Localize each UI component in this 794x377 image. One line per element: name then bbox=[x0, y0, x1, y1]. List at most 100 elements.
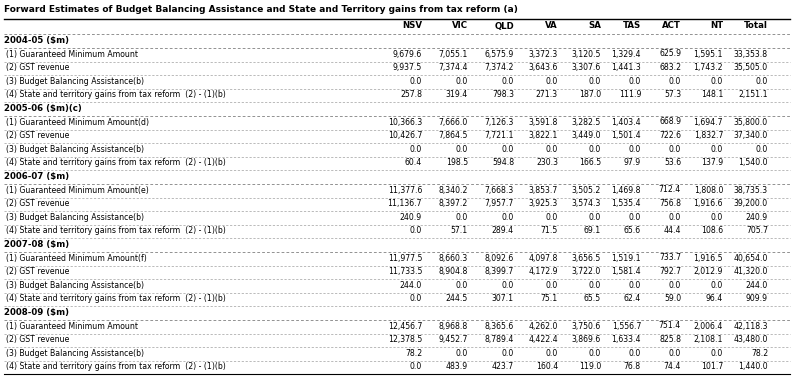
Text: 3,750.6: 3,750.6 bbox=[572, 322, 601, 331]
Text: 7,126.3: 7,126.3 bbox=[484, 118, 514, 127]
Text: 0.0: 0.0 bbox=[410, 144, 422, 153]
Text: (1) Guaranteed Minimum Amount: (1) Guaranteed Minimum Amount bbox=[6, 322, 138, 331]
Text: 198.5: 198.5 bbox=[446, 158, 468, 167]
Text: 12,456.7: 12,456.7 bbox=[387, 322, 422, 331]
Text: NSV: NSV bbox=[402, 21, 422, 31]
Text: 97.9: 97.9 bbox=[624, 158, 641, 167]
Text: 11,136.7: 11,136.7 bbox=[387, 199, 422, 208]
Text: 3,853.7: 3,853.7 bbox=[529, 185, 558, 195]
Text: 0.0: 0.0 bbox=[629, 348, 641, 357]
Text: 7,864.5: 7,864.5 bbox=[438, 131, 468, 140]
Text: 1,403.4: 1,403.4 bbox=[611, 118, 641, 127]
Text: 78.2: 78.2 bbox=[405, 348, 422, 357]
Text: 792.7: 792.7 bbox=[659, 267, 681, 276]
Text: ACT: ACT bbox=[662, 21, 681, 31]
Text: 0.0: 0.0 bbox=[629, 144, 641, 153]
Text: 0.0: 0.0 bbox=[588, 213, 601, 222]
Text: 0.0: 0.0 bbox=[410, 362, 422, 371]
Text: 0.0: 0.0 bbox=[711, 280, 723, 290]
Text: 7,666.0: 7,666.0 bbox=[439, 118, 468, 127]
Text: 0.0: 0.0 bbox=[588, 77, 601, 86]
Text: 733.7: 733.7 bbox=[659, 253, 681, 262]
Text: 1,556.7: 1,556.7 bbox=[611, 322, 641, 331]
Text: 7,668.3: 7,668.3 bbox=[485, 185, 514, 195]
Text: 1,469.8: 1,469.8 bbox=[611, 185, 641, 195]
Text: 1,535.4: 1,535.4 bbox=[611, 199, 641, 208]
Text: 0.0: 0.0 bbox=[588, 144, 601, 153]
Text: 0.0: 0.0 bbox=[502, 280, 514, 290]
Text: 1,440.0: 1,440.0 bbox=[738, 362, 768, 371]
Text: 57.1: 57.1 bbox=[451, 226, 468, 235]
Text: 7,055.1: 7,055.1 bbox=[438, 49, 468, 58]
Text: (2) GST revenue: (2) GST revenue bbox=[6, 199, 69, 208]
Text: 1,581.4: 1,581.4 bbox=[611, 267, 641, 276]
Text: (4) State and territory gains from tax reform  (2) - (1)(b): (4) State and territory gains from tax r… bbox=[6, 294, 225, 303]
Text: 3,869.6: 3,869.6 bbox=[572, 335, 601, 344]
Text: 271.3: 271.3 bbox=[536, 90, 558, 99]
Text: 111.9: 111.9 bbox=[619, 90, 641, 99]
Text: 0.0: 0.0 bbox=[456, 144, 468, 153]
Text: 4,097.8: 4,097.8 bbox=[529, 253, 558, 262]
Text: 3,822.1: 3,822.1 bbox=[529, 131, 558, 140]
Text: 319.4: 319.4 bbox=[445, 90, 468, 99]
Text: 1,441.3: 1,441.3 bbox=[611, 63, 641, 72]
Text: (3) Budget Balancing Assistance(b): (3) Budget Balancing Assistance(b) bbox=[6, 280, 144, 290]
Text: 78.2: 78.2 bbox=[751, 348, 768, 357]
Text: 8,968.8: 8,968.8 bbox=[439, 322, 468, 331]
Text: 1,540.0: 1,540.0 bbox=[738, 158, 768, 167]
Text: 148.1: 148.1 bbox=[700, 90, 723, 99]
Text: 65.6: 65.6 bbox=[624, 226, 641, 235]
Text: 0.0: 0.0 bbox=[545, 77, 558, 86]
Text: 0.0: 0.0 bbox=[456, 280, 468, 290]
Text: NT: NT bbox=[710, 21, 723, 31]
Text: 2,006.4: 2,006.4 bbox=[694, 322, 723, 331]
Text: 712.4: 712.4 bbox=[659, 185, 681, 195]
Text: 3,574.3: 3,574.3 bbox=[572, 199, 601, 208]
Text: 2005-06 ($m)(c): 2005-06 ($m)(c) bbox=[4, 104, 82, 112]
Text: 909.9: 909.9 bbox=[746, 294, 768, 303]
Text: 0.0: 0.0 bbox=[456, 348, 468, 357]
Text: Forward Estimates of Budget Balancing Assistance and State and Territory gains f: Forward Estimates of Budget Balancing As… bbox=[4, 5, 518, 14]
Text: 2,108.1: 2,108.1 bbox=[693, 335, 723, 344]
Text: 0.0: 0.0 bbox=[502, 77, 514, 86]
Text: 75.1: 75.1 bbox=[541, 294, 558, 303]
Text: 187.0: 187.0 bbox=[579, 90, 601, 99]
Text: 0.0: 0.0 bbox=[669, 213, 681, 222]
Text: (2) GST revenue: (2) GST revenue bbox=[6, 63, 69, 72]
Text: 3,643.6: 3,643.6 bbox=[529, 63, 558, 72]
Text: (1) Guaranteed Minimum Amount(d): (1) Guaranteed Minimum Amount(d) bbox=[6, 118, 149, 127]
Text: 160.4: 160.4 bbox=[536, 362, 558, 371]
Text: 2008-09 ($m): 2008-09 ($m) bbox=[4, 308, 69, 317]
Text: Total: Total bbox=[744, 21, 768, 31]
Text: 0.0: 0.0 bbox=[502, 144, 514, 153]
Text: 0.0: 0.0 bbox=[756, 144, 768, 153]
Text: 101.7: 101.7 bbox=[701, 362, 723, 371]
Text: 6,575.9: 6,575.9 bbox=[485, 49, 514, 58]
Text: 10,366.3: 10,366.3 bbox=[387, 118, 422, 127]
Text: 423.7: 423.7 bbox=[491, 362, 514, 371]
Text: 825.8: 825.8 bbox=[659, 335, 681, 344]
Text: 8,365.6: 8,365.6 bbox=[485, 322, 514, 331]
Text: 37,340.0: 37,340.0 bbox=[734, 131, 768, 140]
Text: 0.0: 0.0 bbox=[588, 280, 601, 290]
Text: 307.1: 307.1 bbox=[491, 294, 514, 303]
Text: 74.4: 74.4 bbox=[664, 362, 681, 371]
Text: 12,378.5: 12,378.5 bbox=[387, 335, 422, 344]
Text: (4) State and territory gains from tax reform  (2) - (1)(b): (4) State and territory gains from tax r… bbox=[6, 362, 225, 371]
Text: 1,329.4: 1,329.4 bbox=[611, 49, 641, 58]
Text: 40,654.0: 40,654.0 bbox=[734, 253, 768, 262]
Text: 756.8: 756.8 bbox=[659, 199, 681, 208]
Text: 668.9: 668.9 bbox=[659, 118, 681, 127]
Text: 722.6: 722.6 bbox=[659, 131, 681, 140]
Text: 625.9: 625.9 bbox=[659, 49, 681, 58]
Text: 7,957.7: 7,957.7 bbox=[485, 199, 514, 208]
Text: 240.9: 240.9 bbox=[400, 213, 422, 222]
Text: 69.1: 69.1 bbox=[584, 226, 601, 235]
Text: 0.0: 0.0 bbox=[629, 77, 641, 86]
Text: 1,519.1: 1,519.1 bbox=[611, 253, 641, 262]
Text: 0.0: 0.0 bbox=[456, 213, 468, 222]
Text: 1,916.5: 1,916.5 bbox=[693, 253, 723, 262]
Text: 683.2: 683.2 bbox=[659, 63, 681, 72]
Text: 0.0: 0.0 bbox=[711, 348, 723, 357]
Text: 59.0: 59.0 bbox=[664, 294, 681, 303]
